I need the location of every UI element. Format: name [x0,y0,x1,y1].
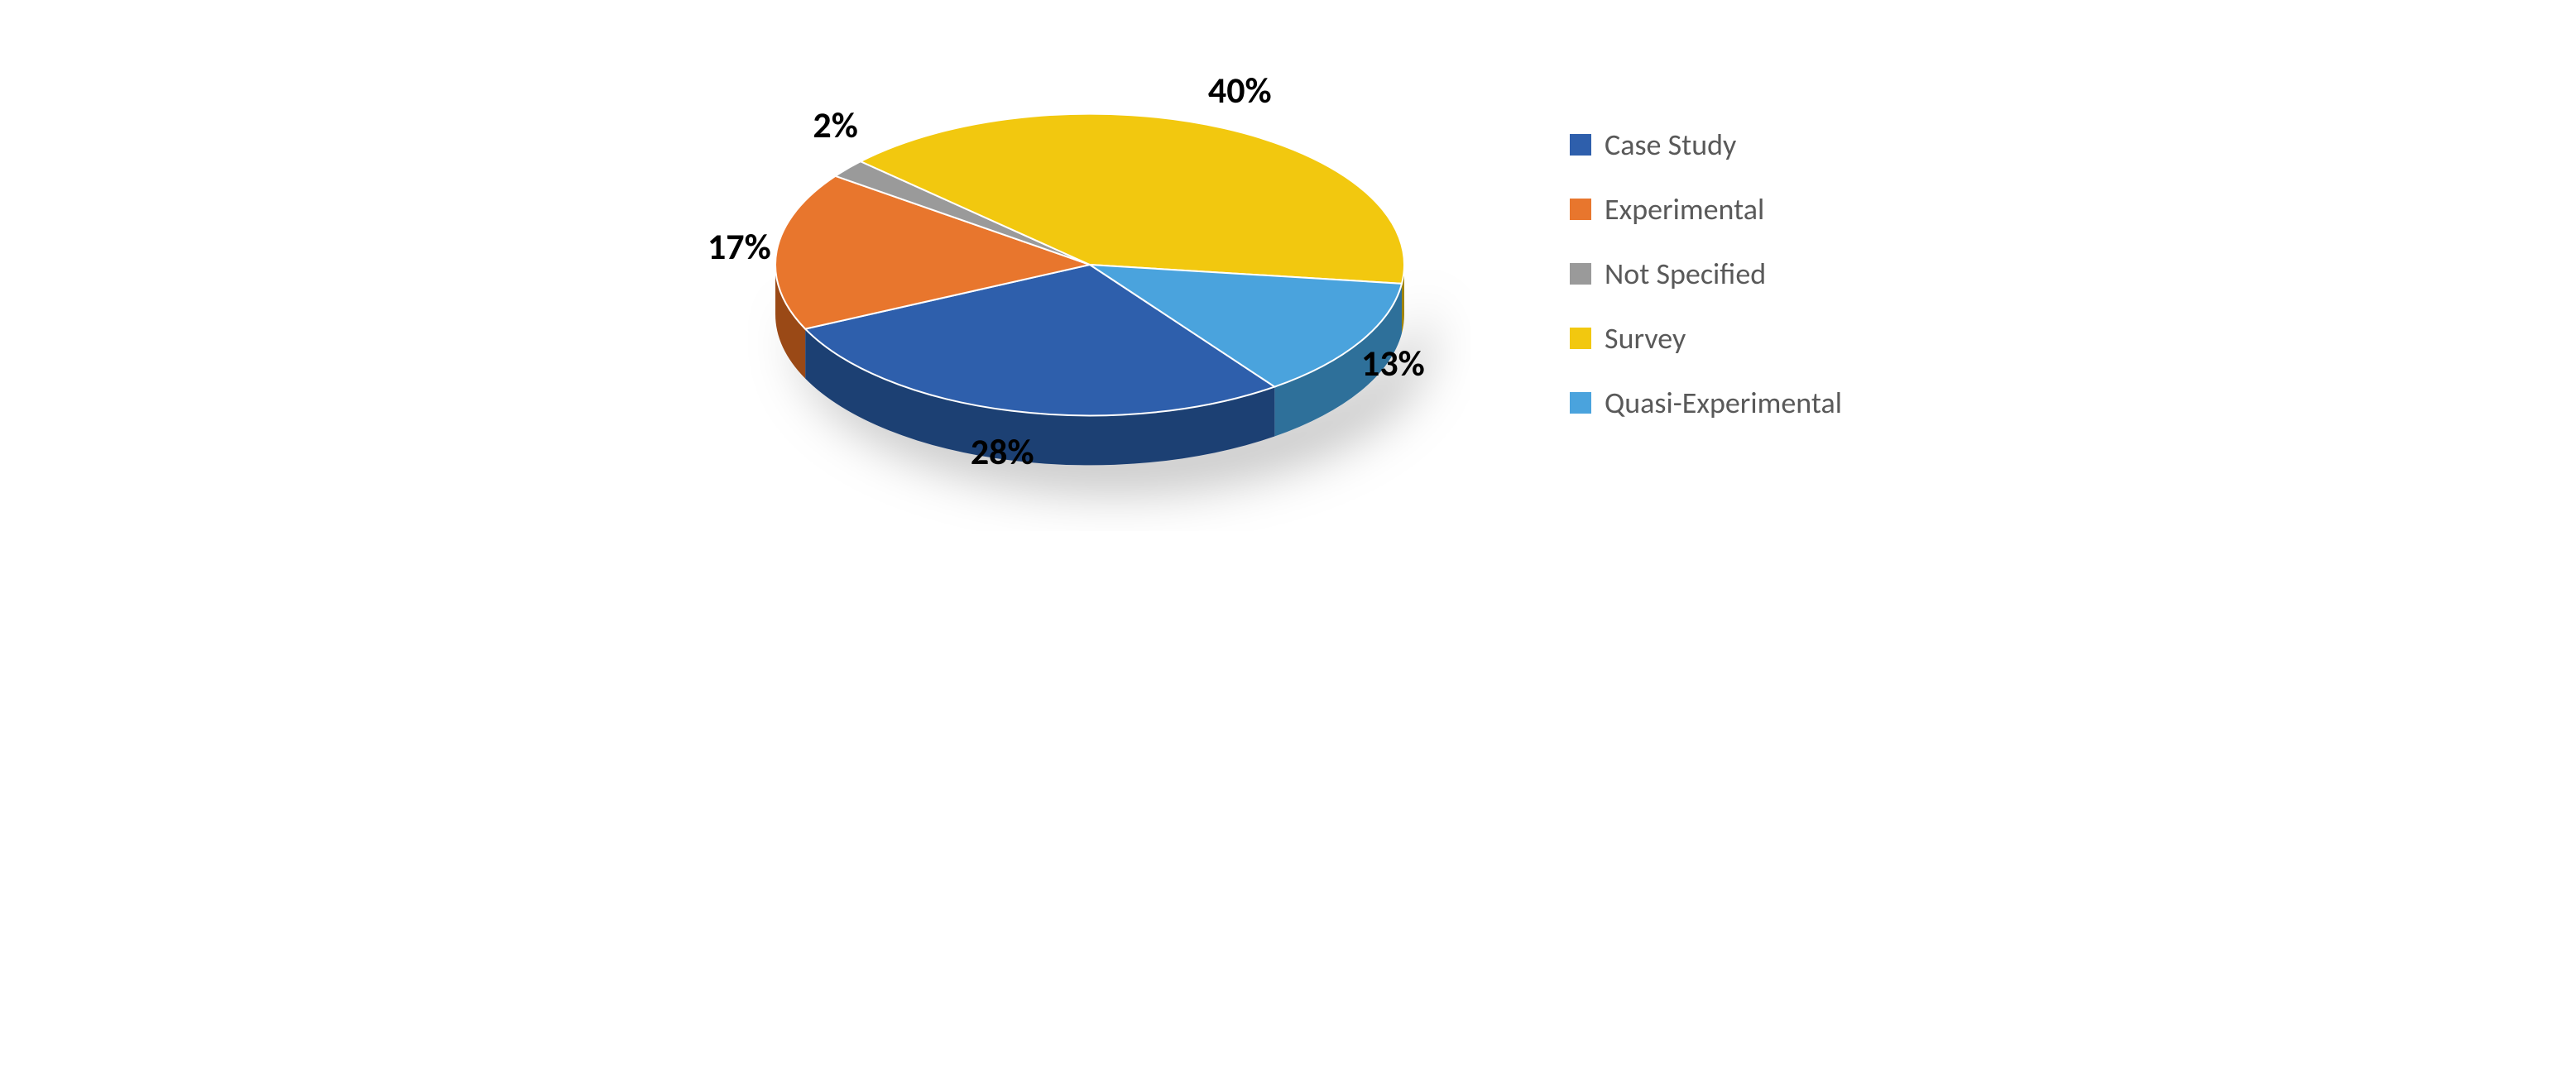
data-label: 40% [1208,68,1272,112]
legend-swatch [1570,263,1591,285]
data-label: 13% [1361,341,1425,385]
legend-item: Case Study [1570,127,1842,163]
legend-item: Quasi-Experimental [1570,385,1842,421]
legend-item: Survey [1570,320,1842,357]
legend-label: Case Study [1605,127,1736,163]
data-labels-layer: 28%17%2%40%13% [734,17,1470,531]
legend-swatch [1570,392,1591,414]
legend-label: Survey [1605,320,1686,357]
legend-label: Not Specified [1605,256,1766,292]
legend-item: Not Specified [1570,256,1842,292]
legend-swatch [1570,134,1591,156]
data-label: 2% [813,103,857,147]
legend-item: Experimental [1570,191,1842,227]
data-label: 28% [971,429,1034,474]
chart-container: 28% 17% 2% 40% 13% Case Study Experimental Not… [0,0,2576,548]
legend-label: Experimental [1605,191,1764,227]
legend-swatch [1570,328,1591,349]
data-label: 17% [708,224,771,269]
legend-label: Quasi-Experimental [1605,385,1842,421]
pie-chart: 28%17%2%40%13% [734,17,1470,531]
legend: Case Study Experimental Not Specified Surve… [1570,127,1842,421]
legend-swatch [1570,199,1591,220]
